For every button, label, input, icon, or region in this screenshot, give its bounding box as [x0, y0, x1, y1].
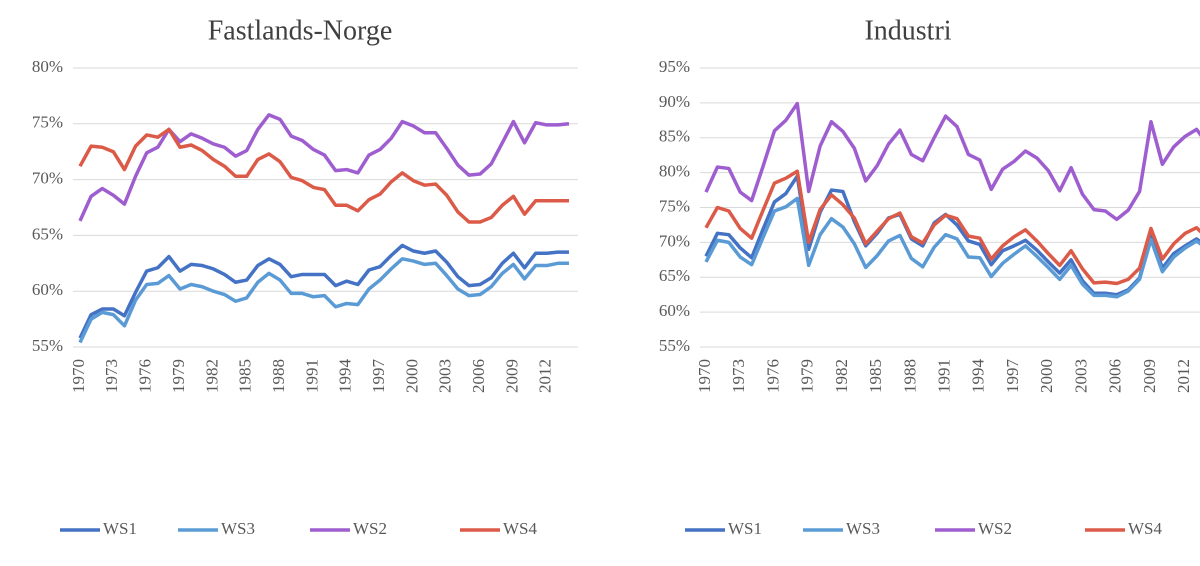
- x-tick-label: 2012: [536, 359, 555, 393]
- x-tick-label: 2012: [1174, 359, 1193, 393]
- x-tick-label: 1973: [729, 359, 748, 393]
- chart-title: Industri: [864, 15, 951, 46]
- y-tick-label: 95%: [659, 57, 690, 76]
- legend-label: WS4: [1128, 519, 1163, 538]
- x-tick-label: 1991: [934, 359, 953, 393]
- x-tick-label: 1994: [336, 359, 355, 394]
- y-tick-label: 60%: [32, 280, 63, 299]
- x-tick-label: 1973: [102, 359, 121, 393]
- x-tick-label: 2006: [1106, 359, 1125, 393]
- data-line: [78, 243, 569, 339]
- y-tick-label: 75%: [32, 113, 63, 132]
- data-line: [704, 196, 1200, 299]
- y-tick-label: 55%: [32, 336, 63, 355]
- y-tick-label: 65%: [32, 224, 63, 243]
- data-line: [704, 101, 1200, 222]
- x-tick-label: 2003: [1071, 359, 1090, 393]
- legend-label: WS3: [846, 519, 880, 538]
- y-tick-label: 65%: [659, 266, 690, 285]
- legend-label: WS2: [353, 519, 387, 538]
- x-tick-label: 1982: [202, 359, 221, 393]
- x-tick-label: 1976: [763, 359, 782, 393]
- x-tick-label: 1985: [236, 359, 255, 393]
- y-tick-label: 70%: [32, 169, 63, 188]
- x-tick-label: 1970: [695, 359, 714, 393]
- x-tick-label: 2000: [402, 359, 421, 393]
- data-line: [78, 257, 569, 344]
- x-tick-label: 2000: [1037, 359, 1056, 393]
- data-line: [78, 113, 570, 222]
- x-tick-label: 1988: [269, 359, 288, 393]
- x-tick-label: 1970: [69, 359, 88, 393]
- y-tick-label: 85%: [659, 127, 690, 146]
- y-tick-label: 75%: [659, 196, 690, 215]
- y-tick-label: 90%: [659, 92, 690, 111]
- x-tick-label: 1997: [369, 359, 388, 394]
- legend-label: WS3: [221, 519, 255, 538]
- x-tick-label: 2006: [469, 359, 488, 393]
- x-tick-label: 1997: [1003, 359, 1022, 394]
- x-tick-label: 1991: [302, 359, 321, 393]
- data-line: [704, 169, 1200, 286]
- x-tick-label: 2009: [502, 359, 521, 393]
- x-tick-label: 1979: [169, 359, 188, 393]
- x-tick-label: 1976: [136, 359, 155, 393]
- y-tick-label: 70%: [659, 231, 690, 250]
- legend-label: WS4: [503, 519, 538, 538]
- x-tick-label: 2003: [436, 359, 455, 393]
- x-tick-label: 1988: [900, 359, 919, 393]
- x-tick-label: 1994: [969, 359, 988, 394]
- x-tick-label: 1985: [866, 359, 885, 393]
- legend-label: WS1: [103, 519, 137, 538]
- x-tick-label: 2009: [1140, 359, 1159, 393]
- x-tick-label: 1982: [832, 359, 851, 393]
- chart-title: Fastlands-Norge: [208, 15, 393, 46]
- legend-label: WS1: [728, 519, 762, 538]
- x-tick-label: 1979: [798, 359, 817, 393]
- y-tick-label: 80%: [32, 57, 63, 76]
- legend-label: WS2: [978, 519, 1012, 538]
- data-line: [78, 127, 569, 224]
- y-tick-label: 60%: [659, 301, 690, 320]
- y-tick-label: 80%: [659, 162, 690, 181]
- y-tick-label: 55%: [659, 336, 690, 355]
